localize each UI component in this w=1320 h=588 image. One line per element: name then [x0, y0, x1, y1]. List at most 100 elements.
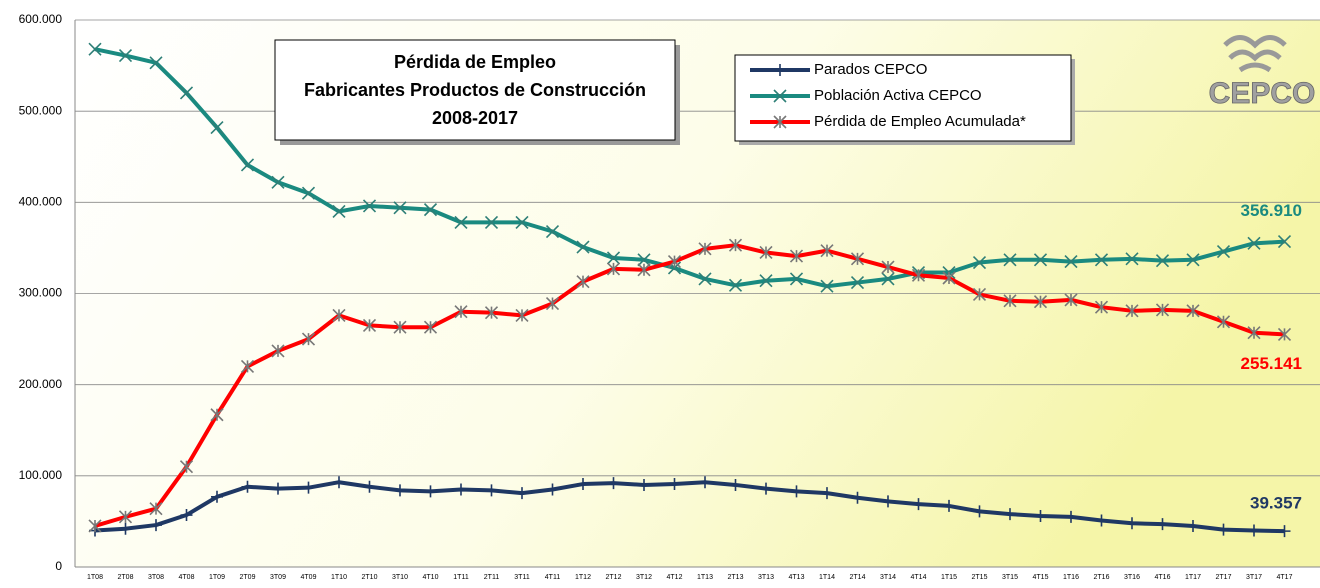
marker — [1216, 244, 1231, 259]
legend-marker — [773, 115, 787, 129]
x-tick-label: 2T17 — [1216, 574, 1232, 581]
x-tick-label: 4T16 — [1155, 574, 1171, 581]
marker — [515, 215, 529, 229]
marker — [973, 505, 986, 518]
y-tick-label: 0 — [55, 559, 62, 573]
marker — [272, 482, 284, 495]
marker — [789, 272, 804, 286]
x-tick-label: 2T12 — [606, 574, 622, 581]
value-label: 356.910 — [1241, 201, 1302, 220]
marker — [301, 186, 316, 200]
marker — [240, 359, 255, 373]
x-tick-label: 1T16 — [1063, 574, 1079, 581]
marker — [423, 320, 438, 334]
marker — [698, 242, 712, 256]
marker — [119, 522, 132, 535]
marker — [729, 478, 742, 491]
marker — [302, 481, 315, 494]
marker — [1216, 315, 1231, 329]
marker — [850, 275, 865, 290]
marker — [363, 480, 376, 493]
marker — [332, 308, 346, 322]
x-tick-label: 2T13 — [728, 574, 744, 581]
marker — [149, 502, 163, 516]
marker — [789, 249, 804, 263]
x-tick-label: 2T08 — [118, 574, 134, 581]
marker — [760, 482, 772, 495]
x-tick-label: 2T14 — [850, 574, 866, 581]
marker — [424, 485, 437, 498]
marker — [912, 498, 925, 511]
marker — [881, 272, 895, 286]
marker — [972, 287, 987, 301]
marker — [1187, 519, 1199, 532]
marker — [301, 332, 316, 346]
y-tick-label: 100.000 — [19, 468, 63, 482]
marker — [1156, 518, 1169, 531]
marker — [607, 477, 620, 490]
marker — [850, 252, 865, 266]
marker — [728, 278, 743, 292]
x-tick-label: 4T13 — [789, 574, 805, 581]
x-tick-label: 2T10 — [362, 574, 378, 581]
marker — [972, 255, 987, 270]
marker — [1217, 523, 1230, 536]
marker — [577, 478, 589, 491]
marker — [576, 275, 590, 289]
marker — [851, 491, 864, 504]
marker — [606, 262, 621, 276]
x-tick-label: 4T15 — [1033, 574, 1049, 581]
marker — [1277, 327, 1292, 341]
marker — [699, 476, 711, 489]
marker — [1065, 510, 1077, 523]
marker — [790, 485, 803, 498]
x-tick-label: 1T14 — [819, 574, 835, 581]
marker — [606, 251, 621, 265]
x-tick-label: 4T12 — [667, 574, 683, 581]
marker — [1278, 525, 1291, 538]
marker — [1094, 300, 1109, 314]
marker — [1064, 293, 1078, 307]
marker — [423, 203, 438, 217]
logo-text: CEPCO — [1209, 77, 1316, 110]
marker — [576, 240, 590, 254]
marker — [1247, 236, 1261, 250]
marker — [1126, 517, 1138, 530]
x-tick-label: 2T11 — [484, 574, 500, 581]
y-tick-label: 400.000 — [19, 195, 63, 209]
marker — [118, 48, 133, 63]
marker — [362, 318, 377, 332]
chart-title: Fabricantes Productos de Construcción — [304, 80, 646, 100]
marker — [545, 224, 560, 239]
marker — [333, 476, 345, 489]
marker — [1064, 255, 1078, 269]
marker — [150, 519, 162, 532]
chart-title: Pérdida de Empleo — [394, 52, 556, 72]
series-line — [94, 243, 1285, 528]
x-tick-label: 3T08 — [148, 574, 164, 581]
y-tick-label: 500.000 — [19, 103, 63, 117]
x-tick-label: 3T14 — [880, 574, 896, 581]
marker — [667, 255, 682, 269]
x-tick-label: 3T10 — [392, 574, 408, 581]
x-tick-label: 1T11 — [453, 574, 469, 581]
marker — [332, 204, 346, 219]
x-tick-label: 3T16 — [1124, 574, 1140, 581]
marker — [1034, 509, 1047, 522]
marker — [88, 42, 102, 56]
marker — [728, 238, 743, 252]
marker — [180, 509, 193, 522]
y-tick-label: 200.000 — [19, 377, 63, 391]
marker — [1277, 235, 1292, 249]
marker — [821, 487, 833, 500]
legend-label: Parados CEPCO — [814, 61, 927, 78]
x-tick-label: 2T16 — [1094, 574, 1110, 581]
x-tick-label: 2T09 — [240, 574, 256, 581]
marker — [454, 305, 468, 319]
marker — [393, 320, 407, 334]
marker — [1125, 252, 1139, 266]
value-label: 39.357 — [1250, 494, 1302, 513]
marker — [1033, 253, 1048, 267]
x-tick-label: 1T08 — [87, 574, 103, 581]
